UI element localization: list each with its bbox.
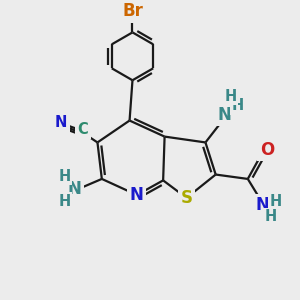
Text: S: S xyxy=(181,189,193,207)
Text: H: H xyxy=(269,194,282,209)
Text: H: H xyxy=(58,194,71,209)
Text: Br: Br xyxy=(122,2,143,20)
Text: N: N xyxy=(256,196,269,214)
Text: C: C xyxy=(77,122,88,137)
Text: H: H xyxy=(224,89,236,104)
Text: N: N xyxy=(55,115,67,130)
Text: N: N xyxy=(67,180,81,198)
Text: H: H xyxy=(58,169,71,184)
Text: N: N xyxy=(218,106,231,124)
Text: N: N xyxy=(130,186,144,204)
Text: H: H xyxy=(265,209,277,224)
Text: O: O xyxy=(260,141,274,159)
Text: H: H xyxy=(232,98,244,113)
